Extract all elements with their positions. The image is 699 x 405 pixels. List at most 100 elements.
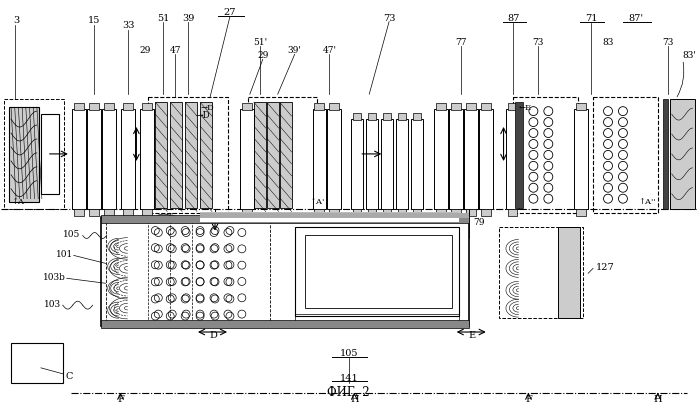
- Bar: [507, 104, 517, 111]
- Bar: [436, 209, 446, 216]
- Text: H: H: [654, 394, 662, 403]
- Text: ФИГ. 2: ФИГ. 2: [327, 385, 370, 398]
- Bar: [200, 212, 459, 218]
- Text: 33: 33: [122, 21, 135, 30]
- Bar: [574, 110, 588, 209]
- Bar: [514, 98, 578, 213]
- Bar: [436, 104, 446, 111]
- Bar: [72, 110, 86, 209]
- Bar: [329, 104, 340, 111]
- Bar: [242, 209, 252, 216]
- Bar: [185, 103, 197, 208]
- Bar: [479, 110, 493, 209]
- Text: 87: 87: [507, 14, 519, 23]
- Bar: [352, 120, 363, 209]
- Bar: [481, 209, 491, 216]
- Text: 47': 47': [322, 46, 336, 55]
- Bar: [267, 103, 279, 208]
- Text: D: D: [209, 330, 217, 339]
- Text: 15: 15: [87, 16, 100, 25]
- Bar: [368, 114, 376, 121]
- Text: E: E: [468, 330, 475, 339]
- Text: 105: 105: [340, 349, 359, 358]
- Bar: [106, 221, 270, 324]
- Bar: [413, 114, 421, 121]
- Text: ←E: ←E: [519, 104, 532, 112]
- Bar: [124, 104, 134, 111]
- Text: 71: 71: [585, 14, 598, 23]
- Text: 73: 73: [383, 14, 396, 23]
- Bar: [89, 209, 99, 216]
- Bar: [155, 103, 167, 208]
- Bar: [383, 209, 391, 216]
- Text: 79: 79: [474, 217, 485, 226]
- Text: 29: 29: [140, 46, 151, 55]
- Bar: [515, 103, 524, 208]
- Text: 39: 39: [182, 14, 194, 23]
- Text: →D: →D: [200, 104, 214, 112]
- Bar: [449, 110, 463, 209]
- Bar: [381, 120, 393, 209]
- Text: H: H: [350, 394, 359, 403]
- Bar: [73, 104, 84, 111]
- Bar: [124, 209, 134, 216]
- Bar: [87, 110, 101, 209]
- Bar: [101, 215, 469, 223]
- Bar: [463, 110, 477, 209]
- Bar: [434, 110, 448, 209]
- Bar: [280, 103, 291, 208]
- Bar: [143, 104, 152, 111]
- Bar: [122, 110, 136, 209]
- Text: 51: 51: [157, 14, 169, 23]
- Bar: [353, 209, 361, 216]
- Bar: [368, 209, 376, 216]
- Text: 103b: 103b: [43, 272, 66, 281]
- Bar: [451, 104, 461, 111]
- Bar: [315, 104, 324, 111]
- Bar: [294, 314, 459, 324]
- Text: 35: 35: [165, 212, 177, 221]
- Bar: [101, 217, 469, 326]
- Text: 39': 39': [288, 46, 301, 55]
- Bar: [327, 110, 341, 209]
- Bar: [451, 209, 461, 216]
- Bar: [670, 100, 695, 209]
- Bar: [498, 227, 583, 318]
- Bar: [73, 209, 84, 216]
- Bar: [312, 110, 326, 209]
- Bar: [148, 98, 228, 213]
- Text: 29: 29: [257, 51, 268, 60]
- Bar: [398, 209, 406, 216]
- Bar: [200, 103, 212, 208]
- Bar: [11, 343, 63, 383]
- Bar: [576, 104, 586, 111]
- Bar: [103, 209, 113, 216]
- Bar: [200, 218, 459, 222]
- Bar: [9, 108, 39, 202]
- Bar: [89, 104, 99, 111]
- Text: 73: 73: [533, 38, 544, 47]
- Bar: [559, 227, 580, 318]
- Text: 77: 77: [455, 38, 466, 47]
- Bar: [481, 104, 491, 111]
- Bar: [366, 120, 378, 209]
- Text: ↑A: ↑A: [11, 197, 24, 205]
- Bar: [466, 104, 476, 111]
- Bar: [315, 209, 324, 216]
- Bar: [411, 120, 423, 209]
- Text: F: F: [525, 394, 532, 403]
- Text: 141: 141: [340, 373, 359, 382]
- Bar: [248, 98, 317, 213]
- Bar: [171, 103, 182, 208]
- Text: 73: 73: [662, 38, 673, 47]
- Bar: [242, 104, 252, 111]
- Bar: [101, 320, 469, 328]
- Bar: [329, 209, 340, 216]
- Bar: [593, 98, 658, 213]
- Text: 103: 103: [43, 299, 61, 308]
- Bar: [101, 110, 115, 209]
- Text: 83: 83: [603, 38, 614, 47]
- Bar: [305, 235, 452, 308]
- Bar: [143, 209, 152, 216]
- Text: ↑A'': ↑A'': [638, 197, 656, 205]
